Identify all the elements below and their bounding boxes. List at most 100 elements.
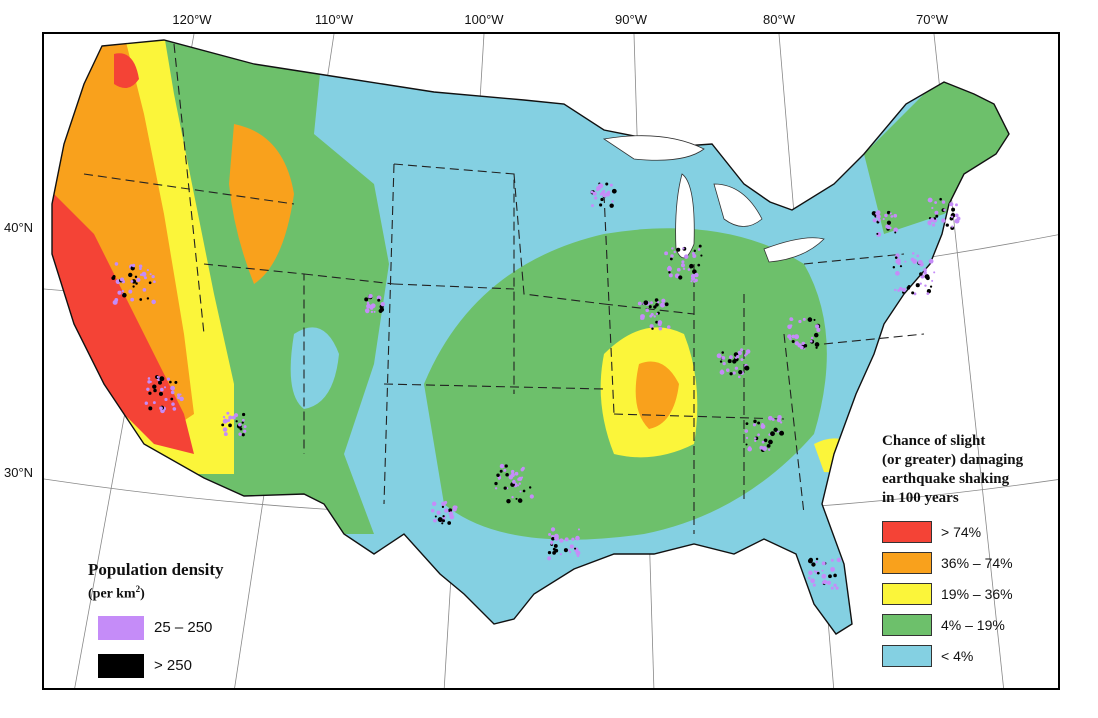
- population-dot: [431, 501, 437, 507]
- population-dot: [170, 390, 175, 395]
- population-dot: [762, 424, 765, 428]
- population-legend-subtitle: (per km2): [88, 584, 288, 603]
- population-dot: [370, 310, 374, 314]
- population-dot: [128, 289, 133, 294]
- population-dot: [697, 248, 701, 251]
- population-dot: [690, 276, 696, 281]
- population-dot: [814, 342, 820, 347]
- population-dot: [499, 463, 505, 469]
- population-dot: [241, 412, 246, 417]
- population-dot: [939, 197, 942, 201]
- hazard-swatch-elevated: [882, 583, 932, 605]
- population-dot: [563, 548, 568, 553]
- population-dot: [916, 254, 920, 258]
- population-dot: [744, 429, 749, 433]
- population-dot: [548, 533, 551, 536]
- population-dot: [762, 446, 767, 452]
- population-dot: [499, 469, 503, 473]
- population-dot: [159, 376, 165, 382]
- population-dot: [931, 223, 936, 227]
- population-dot: [550, 542, 553, 545]
- lon-label-70w: 70°W: [916, 12, 948, 27]
- hazard-legend: Chance of slight (or greater) damaging e…: [882, 432, 1082, 675]
- population-legend-title: Population density: [88, 560, 224, 579]
- population-dot: [637, 301, 642, 306]
- population-dot: [114, 300, 118, 304]
- population-dot: [434, 515, 437, 518]
- subtitle-suffix: ): [140, 586, 145, 602]
- population-dot: [510, 469, 515, 474]
- population-dot: [552, 547, 556, 551]
- population-dot: [678, 275, 683, 280]
- population-dot: [955, 203, 958, 207]
- population-dot: [836, 557, 842, 563]
- population-dot: [759, 445, 764, 450]
- map-canvas[interactable]: [44, 34, 1060, 690]
- population-dot: [923, 268, 927, 272]
- population-dot: [941, 200, 946, 204]
- population-dot: [927, 197, 933, 203]
- population-dot: [890, 215, 894, 218]
- population-dot: [510, 472, 515, 478]
- population-dot: [698, 244, 702, 248]
- population-dot: [719, 360, 723, 363]
- population-dot: [228, 415, 233, 420]
- population-dot: [951, 207, 956, 212]
- population-dot: [223, 432, 228, 437]
- population-dot: [794, 341, 799, 346]
- zone-very-high-california: [52, 184, 194, 454]
- population-dot: [130, 280, 134, 283]
- population-dot: [901, 287, 907, 293]
- population-dot: [568, 550, 572, 554]
- population-dot: [761, 422, 764, 426]
- hazard-legend-title-line: Chance of slight: [882, 433, 986, 449]
- population-dot: [949, 202, 954, 207]
- population-dot: [815, 346, 818, 349]
- population-legend-item: 25 – 250: [98, 615, 288, 641]
- population-dot: [163, 386, 167, 389]
- state-boundaries: [83, 43, 925, 534]
- population-dot: [522, 489, 526, 493]
- population-dot: [697, 263, 701, 267]
- hazard-label-very-high: > 74%: [941, 524, 982, 540]
- population-dot: [180, 398, 183, 401]
- population-dot: [694, 272, 699, 278]
- population-dot: [811, 562, 816, 567]
- population-dot: [935, 214, 939, 218]
- population-dot: [668, 273, 673, 278]
- population-swatch-high: [98, 653, 144, 678]
- population-dot: [146, 297, 150, 300]
- population-dot: [773, 427, 778, 432]
- population-dot: [521, 476, 524, 479]
- population-dot: [433, 518, 437, 523]
- population-dot: [680, 263, 685, 268]
- population-dot: [503, 486, 507, 490]
- population-dot: [152, 384, 157, 389]
- population-dot: [664, 302, 669, 307]
- population-dot: [380, 301, 385, 307]
- population-dot: [448, 511, 454, 517]
- population-dot: [912, 259, 918, 264]
- population-dot: [671, 247, 674, 250]
- population-dot: [928, 258, 934, 264]
- population-dot: [517, 498, 523, 503]
- population-dot: [815, 557, 819, 561]
- population-dot: [919, 282, 922, 285]
- population-dot: [826, 580, 832, 585]
- population-dot: [149, 273, 152, 276]
- population-dot: [611, 188, 617, 194]
- population-dot: [882, 217, 885, 221]
- population-dot: [810, 336, 814, 340]
- population-dot: [590, 190, 594, 194]
- population-dot: [925, 275, 930, 281]
- hazard-label-high: 36% – 74%: [941, 555, 1013, 571]
- population-dot: [160, 387, 164, 392]
- population-dot: [164, 397, 168, 402]
- zone-high-utah: [229, 124, 294, 284]
- population-dot: [821, 561, 826, 566]
- population-dot: [436, 510, 441, 515]
- population-dot: [550, 527, 556, 532]
- population-dot: [241, 433, 245, 437]
- population-dot: [241, 418, 245, 422]
- population-dot: [441, 522, 444, 525]
